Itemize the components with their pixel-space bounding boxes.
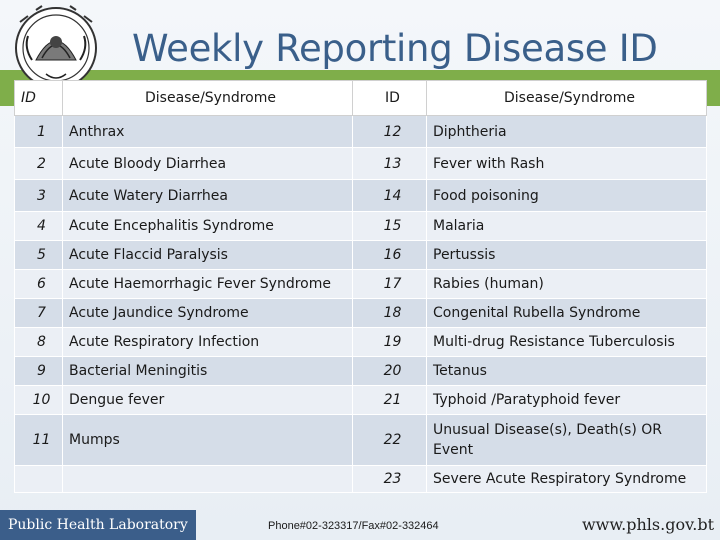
row-id-left: 5 (14, 240, 63, 270)
row-disease-left: Mumps (62, 414, 353, 466)
row-id-right: 23 (352, 465, 427, 493)
row-disease-right: Typhoid /Paratyphoid fever (426, 385, 707, 415)
row-id-right: 13 (352, 147, 427, 180)
row-disease-right: Tetanus (426, 356, 707, 386)
table-row: 8 Acute Respiratory Infection 19 Multi-d… (14, 327, 707, 357)
table-row: 1 Anthrax 12 Diphtheria (14, 115, 707, 148)
row-id-right: 21 (352, 385, 427, 415)
row-id-right: 15 (352, 211, 427, 241)
row-id-right: 17 (352, 269, 427, 299)
table-row: 5 Acute Flaccid Paralysis 16 Pertussis (14, 240, 707, 270)
row-disease-right: Congenital Rubella Syndrome (426, 298, 707, 328)
row-disease-right: Unusual Disease(s), Death(s) OR Event (426, 414, 707, 466)
row-disease-left: Acute Encephalitis Syndrome (62, 211, 353, 241)
row-disease-right: Severe Acute Respiratory Syndrome (426, 465, 707, 493)
table-row: 6 Acute Haemorrhagic Fever Syndrome 17 R… (14, 269, 707, 299)
row-id-left: 1 (14, 115, 63, 148)
table-row: 4 Acute Encephalitis Syndrome 15 Malaria (14, 211, 707, 241)
row-disease-left: Acute Haemorrhagic Fever Syndrome (62, 269, 353, 299)
row-id-right: 12 (352, 115, 427, 148)
row-disease-left: Acute Watery Diarrhea (62, 179, 353, 212)
table-row: 10 Dengue fever 21 Typhoid /Paratyphoid … (14, 385, 707, 415)
row-disease-left (62, 465, 353, 493)
row-disease-left: Bacterial Meningitis (62, 356, 353, 386)
row-disease-right: Multi-drug Resistance Tuberculosis (426, 327, 707, 357)
row-id-right: 20 (352, 356, 427, 386)
row-disease-left: Dengue fever (62, 385, 353, 415)
row-id-right: 18 (352, 298, 427, 328)
row-disease-right: Rabies (human) (426, 269, 707, 299)
table-row: 3 Acute Watery Diarrhea 14 Food poisonin… (14, 179, 707, 212)
row-id-right: 22 (352, 414, 427, 466)
row-id-left: 11 (14, 414, 63, 466)
row-id-left: 4 (14, 211, 63, 241)
row-disease-left: Acute Jaundice Syndrome (62, 298, 353, 328)
row-id-right: 16 (352, 240, 427, 270)
row-disease-right: Food poisoning (426, 179, 707, 212)
row-id-left: 3 (14, 179, 63, 212)
row-id-left: 9 (14, 356, 63, 386)
row-disease-right: Diphtheria (426, 115, 707, 148)
row-id-left: 2 (14, 147, 63, 180)
table-row: 11 Mumps 22 Unusual Disease(s), Death(s)… (14, 414, 707, 466)
table-header-row: ID Disease/Syndrome ID Disease/Syndrome (14, 80, 707, 116)
footer-org-label: Public Health Laboratory (0, 510, 196, 540)
row-id-right: 19 (352, 327, 427, 357)
table-row: 7 Acute Jaundice Syndrome 18 Congenital … (14, 298, 707, 328)
row-disease-left: Acute Bloody Diarrhea (62, 147, 353, 180)
bhutan-emblem-icon (15, 5, 97, 89)
row-disease-left: Acute Respiratory Infection (62, 327, 353, 357)
row-disease-right: Malaria (426, 211, 707, 241)
row-disease-right: Fever with Rash (426, 147, 707, 180)
row-id-right: 14 (352, 179, 427, 212)
table-row: 9 Bacterial Meningitis 20 Tetanus (14, 356, 707, 386)
header-id-right: ID (352, 80, 427, 116)
table-row: 2 Acute Bloody Diarrhea 13 Fever with Ra… (14, 147, 707, 180)
disease-id-table: ID Disease/Syndrome ID Disease/Syndrome … (14, 80, 707, 493)
header-id-left: ID (14, 80, 63, 116)
header-disease-right: Disease/Syndrome (426, 80, 707, 116)
row-id-left: 6 (14, 269, 63, 299)
footer-website-link[interactable]: www.phls.gov.bt (581, 515, 714, 534)
row-id-left: 7 (14, 298, 63, 328)
table-row: 23 Severe Acute Respiratory Syndrome (14, 465, 707, 493)
footer-contact: Phone#02-323317/Fax#02-332464 (268, 520, 439, 532)
row-disease-right: Pertussis (426, 240, 707, 270)
row-disease-left: Acute Flaccid Paralysis (62, 240, 353, 270)
row-id-left: 8 (14, 327, 63, 357)
header-disease-left: Disease/Syndrome (62, 80, 353, 116)
row-id-left (14, 465, 63, 493)
row-id-left: 10 (14, 385, 63, 415)
row-disease-left: Anthrax (62, 115, 353, 148)
page-title: Weekly Reporting Disease ID (132, 27, 658, 70)
